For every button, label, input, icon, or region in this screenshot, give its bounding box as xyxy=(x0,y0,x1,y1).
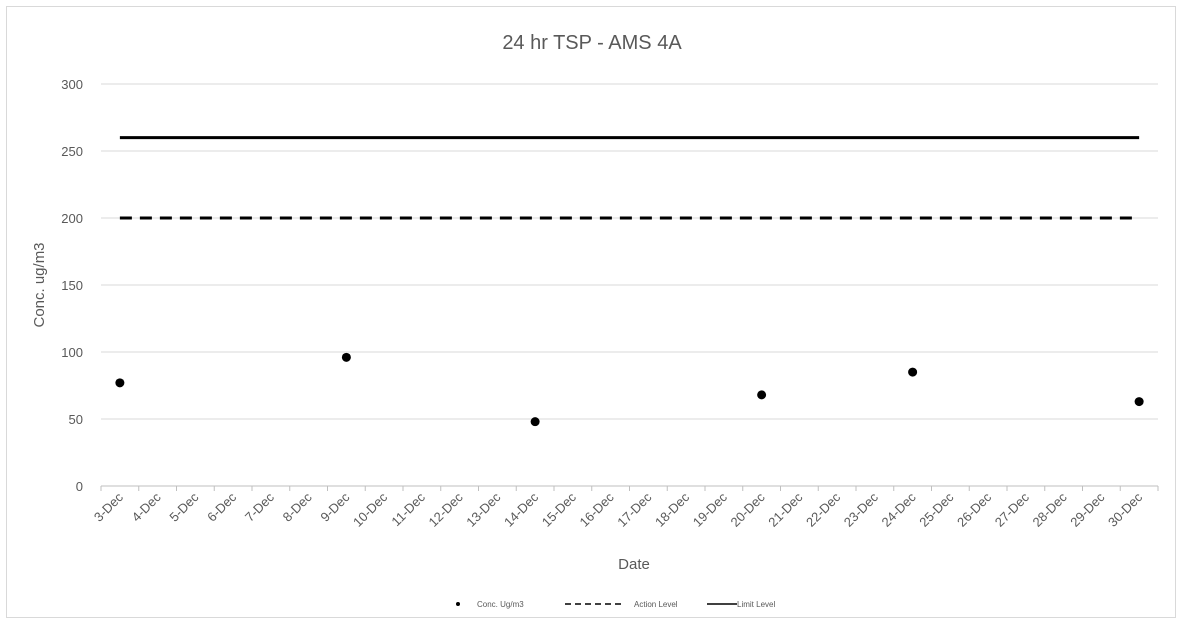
x-tick-label: 11-Dec xyxy=(388,489,428,529)
chart-title: 24 hr TSP - AMS 4A xyxy=(502,32,682,54)
data-point xyxy=(530,417,540,427)
x-tick-label: 25-Dec xyxy=(916,489,957,530)
y-tick-label: 300 xyxy=(61,77,83,92)
x-tick-label: 9-Dec xyxy=(317,489,352,524)
x-tick-label: 16-Dec xyxy=(576,489,617,530)
x-tick-label: 15-Dec xyxy=(539,489,580,530)
legend: Conc. Ug/m3 Action Level Limit Level xyxy=(456,600,775,609)
x-tick-label: 20-Dec xyxy=(727,489,768,530)
legend-label: Action Level xyxy=(634,600,678,609)
data-point xyxy=(757,390,767,400)
x-tick-label: 29-Dec xyxy=(1067,489,1108,530)
y-tick-label: 0 xyxy=(76,479,83,494)
x-tick-label: 5-Dec xyxy=(166,489,201,524)
legend-marker-conc xyxy=(456,602,460,606)
x-tick-label: 6-Dec xyxy=(204,489,239,524)
x-tick-label: 18-Dec xyxy=(652,489,693,530)
data-point xyxy=(341,352,351,362)
x-tick-label: 13-Dec xyxy=(463,489,504,530)
x-tick-label: 28-Dec xyxy=(1029,489,1070,530)
series-layer xyxy=(115,136,1144,427)
data-point xyxy=(908,367,918,377)
x-tick-label: 7-Dec xyxy=(242,489,277,524)
x-tick-label: 27-Dec xyxy=(992,489,1033,530)
x-tick-labels: 3-Dec 4-Dec 5-Dec 6-Dec 7-Dec 8-Dec 9-Dec10-De… xyxy=(91,489,1146,530)
data-point xyxy=(1134,397,1144,407)
y-tick-labels: 0 50 100 150 200 250 300 xyxy=(61,77,83,494)
chart-frame xyxy=(6,6,1176,618)
x-tick-label: 24-Dec xyxy=(878,489,919,530)
y-tick-label: 50 xyxy=(69,412,83,427)
x-tick-label: 10-Dec xyxy=(350,489,391,530)
x-axis-label: Date xyxy=(618,556,650,573)
y-tick-label: 200 xyxy=(61,211,83,226)
data-point xyxy=(115,378,125,388)
y-axis-label: Conc. ug/m3 xyxy=(31,242,48,327)
x-tick-label: 23-Dec xyxy=(841,489,882,530)
y-tick-label: 100 xyxy=(61,345,83,360)
x-tick-label: 14-Dec xyxy=(501,489,542,530)
legend-label: Limit Level xyxy=(737,600,775,609)
x-tick-label: 26-Dec xyxy=(954,489,995,530)
y-tick-label: 250 xyxy=(61,144,83,159)
x-tick-label: 21-Dec xyxy=(765,489,806,530)
x-tick-label: 22-Dec xyxy=(803,489,844,530)
x-tick-label: 17-Dec xyxy=(614,489,655,530)
x-tick-label: 19-Dec xyxy=(690,489,731,530)
x-tick-label: 4-Dec xyxy=(129,489,164,524)
legend-label: Conc. Ug/m3 xyxy=(477,600,524,609)
x-tick-label: 30-Dec xyxy=(1105,489,1146,530)
gridlines xyxy=(100,83,1159,491)
y-tick-label: 150 xyxy=(61,278,83,293)
x-tick-label: 8-Dec xyxy=(280,489,315,524)
x-tick-label: 3-Dec xyxy=(91,489,126,524)
x-tick-label: 12-Dec xyxy=(425,489,466,530)
